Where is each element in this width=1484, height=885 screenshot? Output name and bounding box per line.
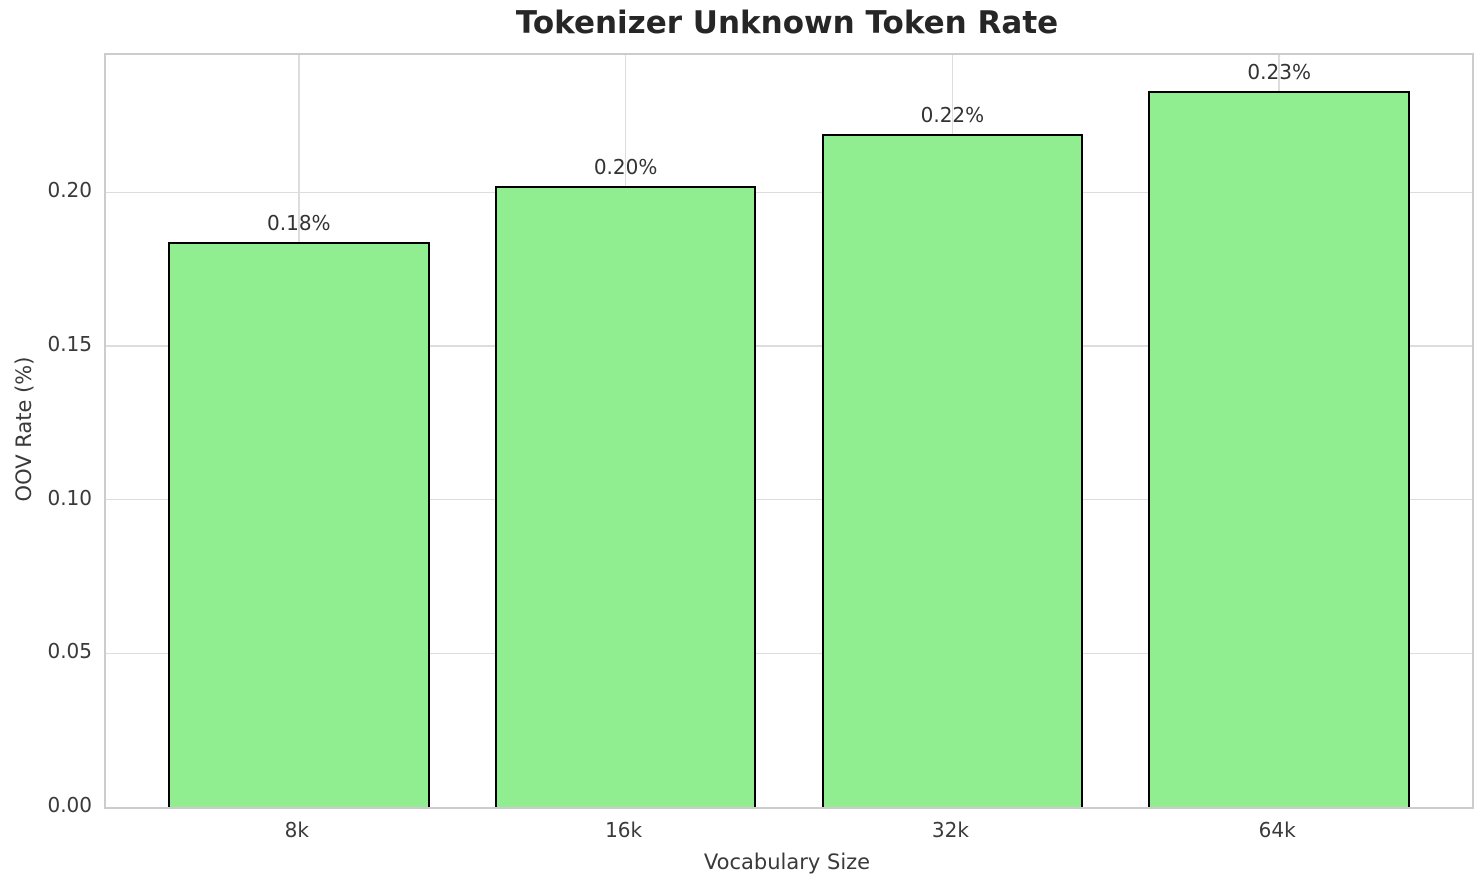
plot-area: 0.18% 0.20% 0.22% 0.23%: [104, 53, 1474, 809]
x-tick-label-16k: 16k: [605, 818, 643, 842]
bar-64k: [1148, 90, 1410, 807]
bar-value-label-16k: 0.20%: [593, 155, 658, 180]
bar-value-label-32k: 0.22%: [920, 102, 985, 127]
h-gridline-0.05: [106, 652, 1472, 655]
h-gridline-0.1: [106, 498, 1472, 501]
bar-value-label-64k: 0.23%: [1247, 59, 1311, 84]
y-tick-label-0.05: 0.05: [47, 639, 92, 664]
bar-value-label-8k: 0.18%: [267, 210, 331, 235]
bar-16k: [494, 186, 757, 807]
y-axis-label: OOV Rate (%): [12, 356, 36, 502]
x-tick-label-64k: 64k: [1258, 818, 1296, 842]
x-axis-label: Vocabulary Size: [703, 850, 871, 874]
y-tick-label-0.20: 0.20: [47, 178, 92, 203]
x-tick-label-8k: 8k: [284, 818, 309, 842]
y-tick-label-0.15: 0.15: [47, 332, 92, 357]
bar-8k: [168, 241, 430, 807]
bar-32k: [821, 133, 1084, 807]
chart-title: Tokenizer Unknown Token Rate: [515, 5, 1059, 41]
h-gridline-0.15: [106, 345, 1472, 347]
y-tick-label-0.00: 0.00: [47, 793, 92, 817]
h-gridline-0.2: [106, 191, 1472, 194]
x-tick-label-32k: 32k: [931, 818, 969, 842]
y-tick-label-0.10: 0.10: [47, 485, 92, 510]
